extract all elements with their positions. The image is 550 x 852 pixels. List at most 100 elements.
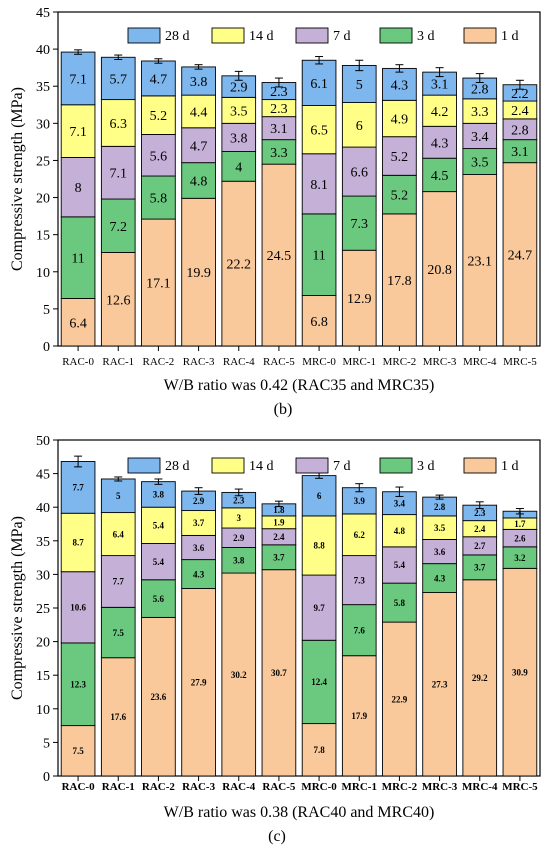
data-label: 7.2 [110, 220, 128, 235]
legend-label: 3 d [417, 459, 435, 474]
x-tick-label: RAC-4 [223, 356, 255, 368]
legend-swatch [379, 457, 413, 474]
data-label: 3.5 [434, 523, 446, 533]
y-tick-label: 0 [43, 340, 50, 355]
legend-label: 1 d [501, 29, 519, 44]
bar-segment-7d [341, 146, 377, 197]
data-label: 5.8 [150, 192, 168, 207]
data-label: 24.7 [508, 248, 533, 263]
y-tick-label: 20 [36, 636, 50, 651]
data-label: 4.8 [190, 175, 208, 190]
data-label: 17.6 [110, 712, 126, 722]
data-label: 5 [356, 78, 363, 93]
data-label: 3.8 [233, 556, 245, 566]
bar-segment-1d [100, 657, 136, 777]
y-tick-label: 5 [43, 736, 50, 751]
bar-segment-1d [341, 655, 377, 777]
data-label: 23.6 [151, 692, 167, 702]
data-label: 3.5 [230, 104, 248, 119]
data-label: 3.1 [431, 78, 449, 93]
data-label: 22.2 [227, 258, 252, 273]
bar-segment-1d [141, 218, 176, 347]
bar-segment-3d [60, 642, 96, 727]
bar-segment-3d [301, 213, 337, 296]
data-label: 7.1 [110, 167, 128, 182]
bar-segment-1d [60, 298, 96, 347]
data-label: 3.8 [190, 75, 208, 90]
data-label: 22.9 [392, 694, 408, 704]
data-label: 3.6 [193, 543, 205, 553]
plot-frame [57, 11, 541, 347]
data-label: 4.5 [431, 169, 449, 184]
y-axis-label: Compressive strength (MPa) [9, 516, 26, 700]
legend-swatch [463, 457, 497, 474]
bar-segment-3d [462, 554, 498, 581]
data-label: 3.7 [193, 518, 205, 528]
bar-segment-3d [181, 162, 216, 199]
bar-segment-3d [462, 148, 498, 175]
bar-segment-1d [221, 572, 257, 777]
data-label: 2.3 [270, 102, 288, 117]
bar-segment-28d [141, 60, 176, 97]
data-label: 7.5 [72, 746, 84, 756]
bar-segment-3d [221, 547, 257, 574]
data-label: 11 [312, 249, 325, 264]
data-label: 7.3 [351, 217, 369, 232]
data-label: 6.6 [351, 166, 369, 181]
legend-label: 1 d [501, 459, 519, 474]
bar-segment-1d [422, 191, 457, 347]
bar-segment-7d [141, 543, 176, 581]
data-label: 27.9 [191, 677, 207, 687]
data-label: 12.4 [311, 677, 327, 687]
data-label: 30.7 [271, 668, 287, 678]
data-label: 5.8 [394, 598, 406, 608]
x-tick-label: MRC-5 [502, 781, 538, 793]
data-label: 5.2 [391, 189, 409, 204]
y-tick-label: 5 [43, 303, 50, 318]
data-label: 11 [71, 252, 84, 267]
data-label: 8 [75, 181, 82, 196]
data-label: 6.3 [110, 117, 128, 132]
bar-segment-28d [60, 51, 96, 106]
data-label: 5.6 [150, 149, 168, 164]
bar-segment-14d [141, 506, 176, 544]
x-tick-label: RAC-4 [222, 781, 255, 793]
data-label: 3 [237, 513, 242, 523]
data-label: 3.4 [394, 498, 406, 508]
data-label: 2.8 [511, 123, 529, 138]
y-tick-label: 15 [36, 669, 50, 684]
data-label: 6 [317, 491, 322, 501]
data-label: 5.4 [153, 557, 165, 567]
data-label: 7.7 [113, 577, 125, 587]
legend-swatch [211, 457, 245, 474]
data-label: 4.3 [434, 573, 446, 583]
data-label: 7.6 [354, 625, 366, 635]
bar-segment-28d [301, 59, 337, 106]
x-tick-label: MRC-2 [383, 356, 417, 368]
bar-segment-14d [422, 94, 457, 127]
data-label: 12.3 [70, 680, 86, 690]
x-tick-label: RAC-0 [62, 781, 95, 793]
bar-segment-7d [181, 534, 216, 561]
data-label: 4.7 [150, 72, 168, 87]
data-label: 1.7 [514, 519, 526, 529]
bar-segment-3d [181, 559, 216, 589]
data-label: 8.8 [313, 541, 325, 551]
x-tick-label: MRC-2 [382, 781, 418, 793]
bar-segment-14d [221, 96, 257, 124]
y-tick-label: 0 [43, 770, 50, 785]
bar-segment-1d [462, 579, 498, 777]
data-label: 2.4 [511, 104, 529, 119]
data-label: 3.4 [471, 130, 489, 145]
y-tick-label: 45 [36, 6, 50, 21]
bar-segment-14d [60, 512, 96, 573]
y-tick-label: 35 [36, 80, 50, 95]
data-label: 10.6 [70, 603, 86, 613]
data-label: 1.8 [273, 505, 285, 515]
data-label: 17.8 [387, 274, 412, 289]
x-tick-label: MRC-0 [301, 781, 337, 793]
data-label: 4.9 [391, 113, 409, 128]
